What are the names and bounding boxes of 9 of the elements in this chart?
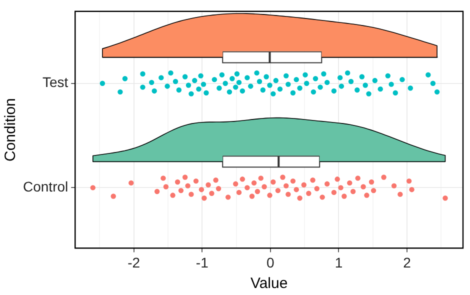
x-tick-label: -2	[128, 254, 140, 270]
x-tick-label: 2	[403, 254, 412, 270]
x-tick-label: 0	[266, 254, 275, 270]
x-tick-label: -1	[196, 254, 209, 270]
y-axis-title: Condition	[2, 98, 20, 162]
y-tick-label: Test	[42, 74, 68, 90]
x-axis-title: Value	[250, 275, 288, 292]
y-tick-label: Control	[22, 178, 68, 195]
x-tick-label: 1	[334, 254, 343, 270]
